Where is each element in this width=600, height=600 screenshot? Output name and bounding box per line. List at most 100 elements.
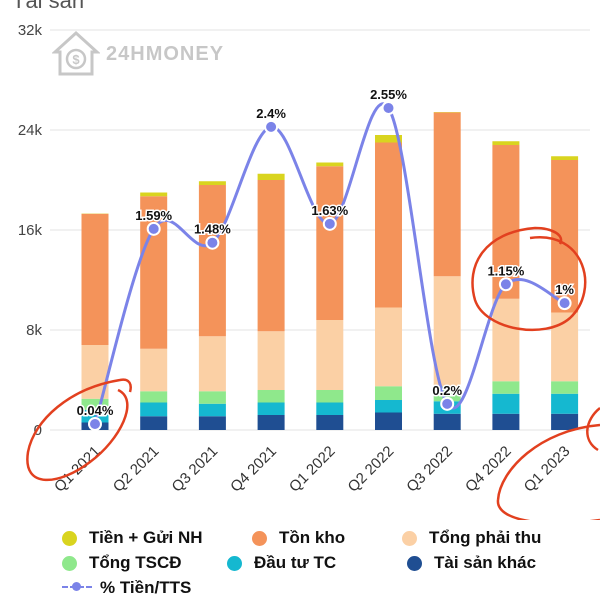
bar-segment-t-i-s-n-kh-c	[198, 416, 226, 430]
pct-point	[322, 216, 337, 231]
pct-point	[440, 396, 455, 411]
legend-item[interactable]: Tổng phải thu	[402, 528, 541, 548]
x-tick-label: Q2 2022	[345, 443, 398, 496]
legend-item[interactable]: Tổng TSCĐ	[62, 553, 182, 573]
legend-label: Tổng TSCĐ	[89, 553, 182, 572]
y-tick-label: 24k	[18, 122, 43, 139]
legend-item[interactable]: % Tiền/TTS	[62, 578, 191, 598]
bar-segment-t-ng-tsc-	[492, 381, 520, 394]
svg-text:$: $	[72, 52, 80, 67]
annotation-circle-q1-2023-label	[496, 407, 600, 520]
bar-segment-t-n-kho	[433, 112, 461, 277]
pct-data-label: 1.63%	[311, 203, 348, 218]
bar-segment--u-t-tc	[257, 402, 285, 415]
bar-segment-t-ng-tsc-	[551, 381, 579, 394]
bar-segment-t-i-s-n-kh-c	[257, 415, 285, 430]
x-tick-label: Q2 2021	[110, 443, 163, 496]
pct-data-label: 0.04%	[77, 403, 114, 418]
x-tick-label: Q3 2022	[403, 443, 456, 496]
legend-swatch	[407, 555, 422, 571]
pct-point	[88, 417, 102, 431]
bar-segment-t-n-kho	[257, 180, 285, 332]
x-tick-label: Q4 2022	[462, 443, 515, 496]
bar-segment--u-t-tc	[198, 403, 226, 417]
legend-swatch	[62, 555, 77, 571]
bar-segment-t-ng-tsc-	[81, 398, 109, 410]
bar-segment-t-ng-tsc-	[257, 390, 285, 403]
legend-label: Tổng phải thu	[429, 528, 542, 547]
bar-segment-t-ng-ph-i-thu	[140, 348, 168, 392]
bar-segment-t-n-kho	[551, 160, 579, 313]
bar-segment-ti-n-g-i-nh	[257, 173, 285, 180]
legend-item[interactable]: Tồn kho	[252, 528, 345, 548]
bar-segment-t-ng-tsc-	[316, 390, 344, 403]
pct-data-label: 1.15%	[487, 263, 524, 278]
bar-segment--u-t-tc	[316, 402, 344, 415]
pct-data-label: 1.59%	[135, 208, 172, 223]
bar-segment-t-i-s-n-kh-c	[140, 416, 168, 430]
x-tick-label: Q1 2022	[286, 443, 339, 496]
bar-segment-t-n-kho	[375, 142, 402, 308]
legend-label: % Tiền/TTS	[100, 578, 192, 597]
legend-label: Tài sản khác	[434, 553, 537, 572]
legend-swatch	[62, 582, 92, 591]
pct-point	[498, 277, 513, 292]
bar-segment--u-t-tc	[375, 400, 402, 413]
bar-segment-ti-n-g-i-nh	[316, 162, 344, 167]
pct-data-label: 2.55%	[370, 87, 407, 102]
legend-swatch	[62, 530, 77, 546]
pct-data-label: 1%	[555, 282, 574, 297]
legend-label: Tiền + Gửi NH	[89, 528, 203, 547]
legend-swatch	[402, 530, 417, 546]
bar-segment--u-t-tc	[492, 393, 520, 414]
y-tick-label: 8k	[26, 322, 42, 339]
y-tick-label: 16k	[18, 222, 43, 239]
legend-item[interactable]: Đầu tư TC	[227, 553, 336, 573]
bar-segment-t-n-kho	[492, 145, 520, 299]
annotation-circle-q1-2021	[26, 378, 132, 482]
pct-point	[264, 119, 279, 134]
bar-segment-t-ng-ph-i-thu	[492, 298, 520, 382]
x-tick-label: Q4 2021	[227, 443, 280, 496]
pct-point	[146, 221, 161, 236]
y-tick-label: 0	[34, 422, 42, 439]
y-tick-label: 32k	[18, 22, 43, 39]
bar-segment-t-ng-tsc-	[198, 391, 226, 404]
bar-segment-ti-n-g-i-nh	[551, 156, 579, 160]
x-tick-label: Q3 2021	[169, 443, 222, 496]
bar-segment-ti-n-g-i-nh	[198, 181, 226, 185]
bar-segment-t-i-s-n-kh-c	[492, 413, 520, 430]
legend-swatch	[252, 530, 267, 546]
watermark-icon: $	[52, 30, 100, 76]
bar-segment-t-ng-ph-i-thu	[316, 320, 344, 390]
bar-segment-ti-n-g-i-nh	[492, 141, 520, 145]
bar-segment-t-i-s-n-kh-c	[551, 413, 579, 430]
pct-data-label: 0.2%	[432, 383, 462, 398]
pct-point	[205, 235, 220, 250]
bar-segment-t-i-s-n-kh-c	[433, 413, 461, 430]
bar-segment-t-ng-tsc-	[140, 391, 168, 403]
bar-segment-t-ng-ph-i-thu	[433, 276, 461, 387]
pct-point	[557, 296, 572, 311]
bar-segment-ti-n-g-i-nh	[375, 135, 402, 143]
legend-item[interactable]: Tài sản khác	[407, 553, 536, 573]
bar-segment-t-n-kho	[198, 185, 226, 337]
bar-segment-t-n-kho	[316, 166, 344, 320]
legend-label: Tồn kho	[279, 528, 346, 547]
annotation-circle-q4-2022-q1-2023	[471, 226, 587, 332]
bar-segment-t-ng-ph-i-thu	[551, 312, 579, 382]
legend-swatch	[227, 555, 242, 571]
legend-item[interactable]: Tiền + Gửi NH	[62, 528, 203, 548]
watermark-logo: $ 24HMONEY	[52, 30, 224, 78]
bar-segment-ti-n-g-i-nh	[140, 192, 168, 197]
pct-data-label: 2.4%	[256, 106, 286, 121]
bar-segment-t-ng-tsc-	[375, 386, 402, 400]
bar-segment-t-ng-ph-i-thu	[257, 331, 285, 390]
watermark-text: 24HMONEY	[106, 42, 225, 65]
bar-segment--u-t-tc	[81, 410, 109, 423]
bar-segment-t-i-s-n-kh-c	[375, 412, 402, 430]
bar-segment-t-ng-ph-i-thu	[375, 307, 402, 387]
bar-segment--u-t-tc	[140, 402, 168, 417]
chart-title: Tài sản	[12, 0, 85, 13]
